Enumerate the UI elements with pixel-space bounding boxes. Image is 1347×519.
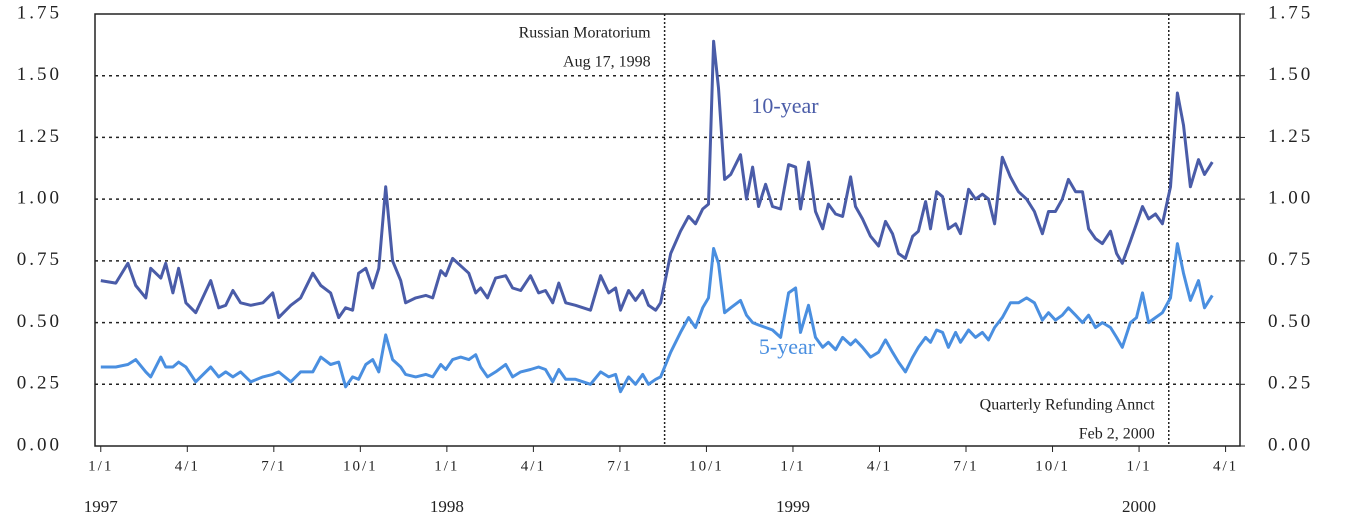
x-tick-label: 1/1 bbox=[780, 458, 805, 474]
annotation-sub: Feb 2, 2000 bbox=[1079, 426, 1155, 443]
y-tick-label: 0.75 bbox=[17, 249, 62, 270]
year-label: 1998 bbox=[430, 497, 464, 516]
x-tick-label: 1/1 bbox=[434, 458, 459, 474]
series-line bbox=[100, 39, 1214, 320]
annotation: Quarterly Refunding Annct bbox=[980, 397, 1156, 414]
x-tick-label: 4/1 bbox=[175, 458, 200, 474]
y2-tick-label: 0.50 bbox=[1268, 311, 1313, 332]
x-tick-label: 7/1 bbox=[261, 458, 286, 474]
x-tick-label: 10/1 bbox=[343, 458, 378, 474]
x-tick-label: 4/1 bbox=[521, 458, 546, 474]
y-tick-label: 1.25 bbox=[17, 126, 62, 147]
x-tick-label: 7/1 bbox=[607, 458, 632, 474]
year-label: 2000 bbox=[1122, 497, 1156, 516]
y2-tick-label: 0.75 bbox=[1268, 249, 1313, 270]
y2-tick-label: 1.75 bbox=[1268, 2, 1313, 23]
y-tick-label: 0.50 bbox=[17, 311, 62, 332]
annotation-sub: Aug 17, 1998 bbox=[563, 54, 651, 71]
y2-tick-label: 1.25 bbox=[1268, 126, 1313, 147]
x-tick-label: 10/1 bbox=[1035, 458, 1070, 474]
annotation: Russian Moratorium bbox=[519, 25, 652, 42]
x-tick-label: 7/1 bbox=[953, 458, 978, 474]
y-tick-label: 1.75 bbox=[17, 2, 62, 23]
year-label: 1999 bbox=[776, 497, 810, 516]
series-label: 5-year bbox=[759, 334, 816, 359]
plot-frame bbox=[94, 13, 1241, 447]
series-label: 10-year bbox=[751, 93, 819, 118]
year-label: 1997 bbox=[84, 497, 119, 516]
y-tick-label: 1.00 bbox=[17, 188, 62, 209]
y2-tick-label: 1.00 bbox=[1268, 188, 1313, 209]
x-tick-label: 1/1 bbox=[88, 458, 113, 474]
series-line bbox=[100, 242, 1214, 394]
x-tick-label: 10/1 bbox=[689, 458, 724, 474]
y2-tick-label: 0.25 bbox=[1268, 373, 1313, 394]
y-tick-label: 0.00 bbox=[17, 434, 62, 455]
x-tick-label: 1/1 bbox=[1126, 458, 1151, 474]
x-tick-label: 4/1 bbox=[867, 458, 892, 474]
y2-tick-label: 0.00 bbox=[1268, 434, 1313, 455]
x-tick-label: 4/1 bbox=[1213, 458, 1238, 474]
y2-tick-label: 1.50 bbox=[1268, 64, 1313, 85]
y-tick-label: 1.50 bbox=[17, 64, 62, 85]
y-tick-label: 0.25 bbox=[17, 373, 62, 394]
